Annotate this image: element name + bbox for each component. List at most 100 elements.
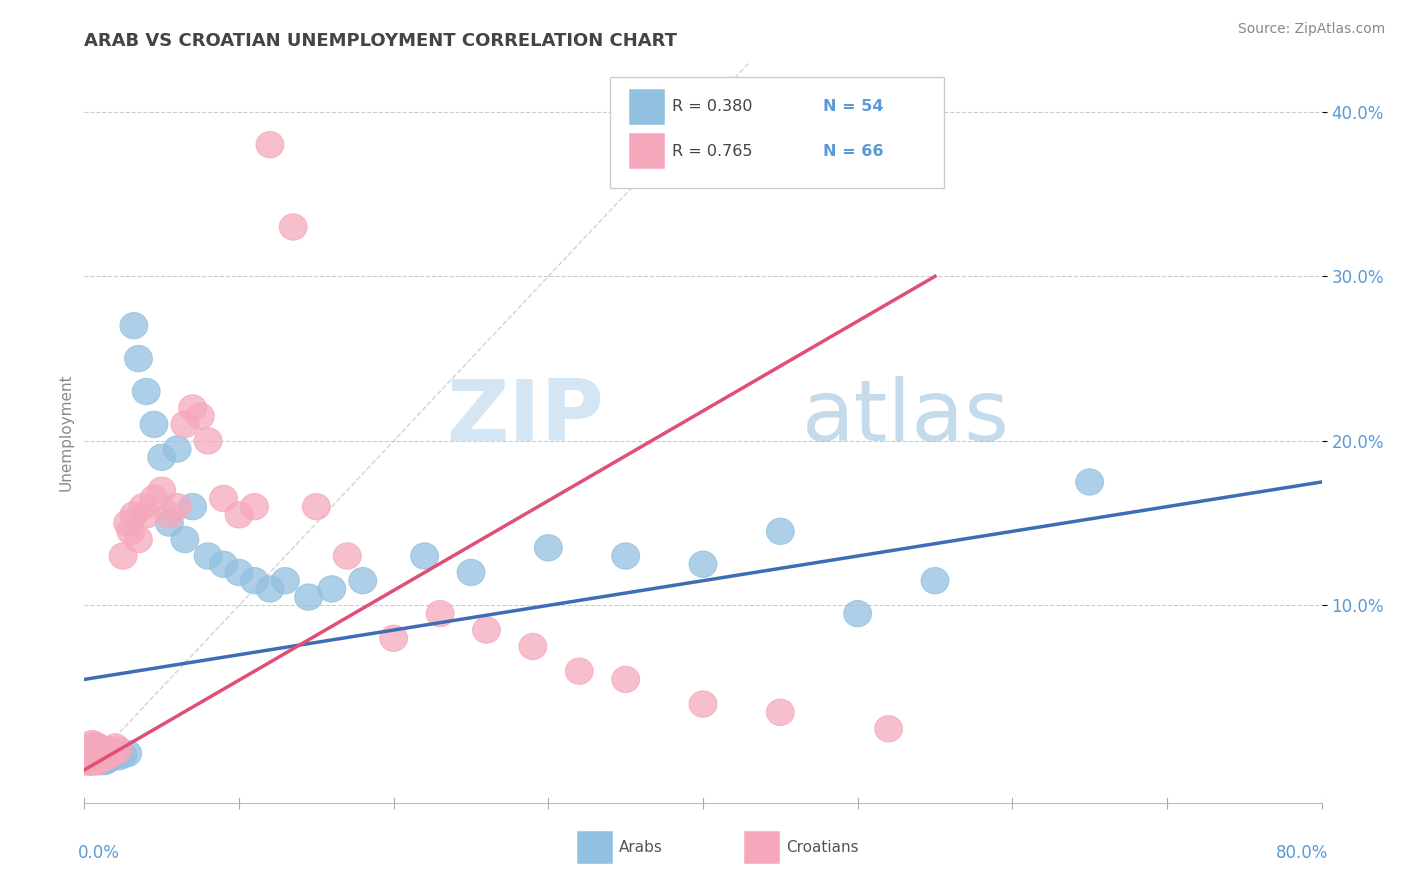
Ellipse shape <box>96 737 124 764</box>
Ellipse shape <box>172 526 198 553</box>
Ellipse shape <box>689 551 717 577</box>
Ellipse shape <box>82 742 110 768</box>
Ellipse shape <box>79 740 105 766</box>
Ellipse shape <box>80 744 107 770</box>
Ellipse shape <box>156 510 183 536</box>
Ellipse shape <box>73 748 101 775</box>
Ellipse shape <box>457 559 485 586</box>
Ellipse shape <box>120 312 148 339</box>
Ellipse shape <box>83 740 111 766</box>
Ellipse shape <box>77 748 104 775</box>
Ellipse shape <box>612 666 640 692</box>
Ellipse shape <box>104 737 132 764</box>
Ellipse shape <box>80 744 107 770</box>
Ellipse shape <box>83 745 111 772</box>
Ellipse shape <box>84 744 112 770</box>
Ellipse shape <box>90 744 118 770</box>
Ellipse shape <box>148 477 176 503</box>
Ellipse shape <box>82 747 110 773</box>
Ellipse shape <box>80 737 107 764</box>
Ellipse shape <box>349 567 377 594</box>
Ellipse shape <box>411 543 439 569</box>
Ellipse shape <box>75 748 103 775</box>
Ellipse shape <box>82 732 110 758</box>
Ellipse shape <box>172 411 198 438</box>
Ellipse shape <box>132 378 160 405</box>
Ellipse shape <box>82 740 110 766</box>
Ellipse shape <box>80 748 107 775</box>
Ellipse shape <box>844 600 872 627</box>
Ellipse shape <box>380 625 408 651</box>
FancyBboxPatch shape <box>576 831 613 863</box>
Ellipse shape <box>163 493 191 520</box>
FancyBboxPatch shape <box>610 78 945 188</box>
Ellipse shape <box>86 737 114 764</box>
Ellipse shape <box>318 575 346 602</box>
Ellipse shape <box>141 485 167 512</box>
Ellipse shape <box>163 436 191 462</box>
Ellipse shape <box>82 747 110 773</box>
Ellipse shape <box>179 493 207 520</box>
Ellipse shape <box>921 567 949 594</box>
Ellipse shape <box>612 543 640 569</box>
Text: R = 0.765: R = 0.765 <box>672 144 752 159</box>
Ellipse shape <box>77 744 104 770</box>
Ellipse shape <box>84 742 112 768</box>
Ellipse shape <box>875 715 903 742</box>
Text: ZIP: ZIP <box>446 376 605 459</box>
Ellipse shape <box>79 731 105 756</box>
Ellipse shape <box>77 740 104 766</box>
Ellipse shape <box>98 740 127 766</box>
Text: N = 66: N = 66 <box>823 144 883 159</box>
Ellipse shape <box>89 740 117 766</box>
Ellipse shape <box>534 534 562 561</box>
Ellipse shape <box>104 744 132 770</box>
Ellipse shape <box>90 748 118 775</box>
Ellipse shape <box>256 131 284 158</box>
Ellipse shape <box>125 526 152 553</box>
Ellipse shape <box>84 734 112 760</box>
Ellipse shape <box>565 658 593 684</box>
Text: ARAB VS CROATIAN UNEMPLOYMENT CORRELATION CHART: ARAB VS CROATIAN UNEMPLOYMENT CORRELATIO… <box>84 32 678 50</box>
Ellipse shape <box>209 551 238 577</box>
Ellipse shape <box>83 748 111 775</box>
Ellipse shape <box>75 737 103 764</box>
Ellipse shape <box>77 744 104 770</box>
Text: 0.0%: 0.0% <box>79 844 120 862</box>
Ellipse shape <box>77 748 104 775</box>
Text: Source: ZipAtlas.com: Source: ZipAtlas.com <box>1237 22 1385 37</box>
Text: Croatians: Croatians <box>786 839 859 855</box>
Ellipse shape <box>148 444 176 470</box>
Ellipse shape <box>333 543 361 569</box>
Ellipse shape <box>89 744 117 770</box>
Text: R = 0.380: R = 0.380 <box>672 99 752 114</box>
Ellipse shape <box>75 745 103 772</box>
Ellipse shape <box>79 748 105 775</box>
Ellipse shape <box>120 501 148 528</box>
Ellipse shape <box>766 699 794 725</box>
Ellipse shape <box>117 518 145 544</box>
Ellipse shape <box>179 395 207 421</box>
Ellipse shape <box>426 600 454 627</box>
Ellipse shape <box>141 411 167 438</box>
Ellipse shape <box>75 744 103 770</box>
Ellipse shape <box>73 748 101 775</box>
Ellipse shape <box>83 748 111 775</box>
Ellipse shape <box>93 745 120 772</box>
Ellipse shape <box>86 747 114 773</box>
Ellipse shape <box>114 510 142 536</box>
Ellipse shape <box>86 745 114 772</box>
FancyBboxPatch shape <box>744 831 780 863</box>
Ellipse shape <box>96 745 124 772</box>
Ellipse shape <box>225 501 253 528</box>
Ellipse shape <box>125 345 152 372</box>
Ellipse shape <box>80 748 107 775</box>
Ellipse shape <box>271 567 299 594</box>
Ellipse shape <box>72 748 100 775</box>
Ellipse shape <box>1076 469 1104 495</box>
Ellipse shape <box>114 740 142 766</box>
Ellipse shape <box>101 734 129 760</box>
Text: 80.0%: 80.0% <box>1275 844 1327 862</box>
Ellipse shape <box>302 493 330 520</box>
Ellipse shape <box>519 633 547 660</box>
